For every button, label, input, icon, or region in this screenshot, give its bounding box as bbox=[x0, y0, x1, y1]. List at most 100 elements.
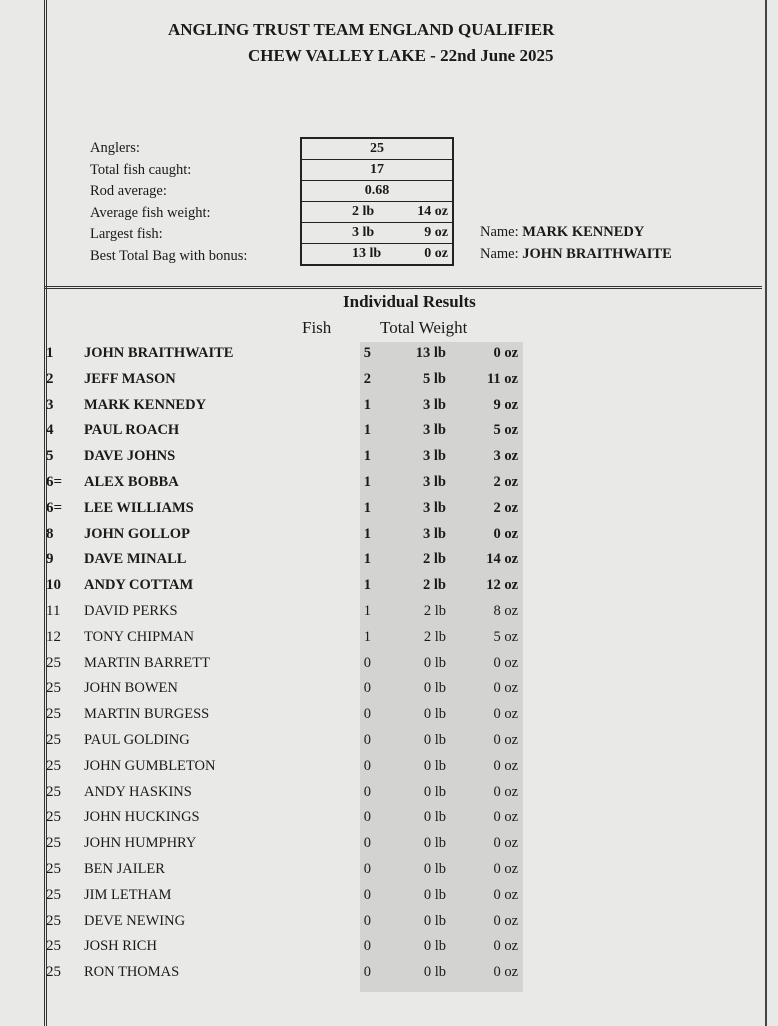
table-row: 25 MARTIN BURGESS 0 0 lb 0 oz bbox=[0, 702, 560, 728]
lb-cell: 2 lb bbox=[423, 602, 446, 619]
name-cell: ANDY HASKINS bbox=[84, 783, 192, 800]
lb-cell: 3 lb bbox=[423, 525, 446, 542]
position-cell: 25 bbox=[46, 860, 61, 877]
position-cell: 25 bbox=[46, 964, 61, 981]
position-cell: 25 bbox=[46, 757, 61, 774]
fish-cell: 0 bbox=[363, 809, 371, 826]
position-cell: 4 bbox=[46, 422, 54, 439]
lb-cell: 2 lb bbox=[423, 551, 446, 568]
lb-cell: 0 lb bbox=[423, 731, 446, 748]
fish-cell: 2 bbox=[363, 370, 371, 387]
position-cell: 6= bbox=[46, 499, 63, 516]
fish-cell: 0 bbox=[363, 706, 371, 723]
fish-cell: 1 bbox=[363, 473, 371, 490]
document-subtitle: CHEW VALLEY LAKE - 22nd June 2025 bbox=[248, 46, 554, 65]
best-bag-name: Name: JOHN BRAITHWAITE bbox=[480, 246, 672, 262]
oz-cell: 0 oz bbox=[493, 731, 518, 748]
oz-cell: 0 oz bbox=[493, 783, 518, 800]
largest-fish-name: Name: MARK KENNEDY bbox=[480, 224, 645, 240]
lb-cell: 0 lb bbox=[423, 835, 446, 852]
position-cell: 9 bbox=[46, 551, 54, 568]
lb-cell: 3 lb bbox=[423, 422, 446, 439]
position-cell: 25 bbox=[46, 654, 61, 671]
name-cell: BEN JAILER bbox=[84, 860, 165, 877]
page-frame bbox=[44, 0, 767, 1026]
position-cell: 25 bbox=[46, 835, 61, 852]
fish-cell: 1 bbox=[363, 551, 371, 568]
oz-cell: 5 oz bbox=[493, 422, 518, 439]
fish-cell: 0 bbox=[363, 938, 371, 955]
lb-cell: 0 lb bbox=[423, 809, 446, 826]
name-cell: MARTIN BURGESS bbox=[84, 706, 210, 723]
lb-cell: 0 lb bbox=[423, 886, 446, 903]
lb-cell: 0 lb bbox=[423, 706, 446, 723]
oz-cell: 9 oz bbox=[493, 396, 518, 413]
anglers-label: Anglers: bbox=[90, 140, 140, 156]
lb-cell: 2 lb bbox=[423, 628, 446, 645]
oz-cell: 0 oz bbox=[493, 345, 518, 361]
lb-cell: 2 lb bbox=[423, 577, 446, 594]
fish-cell: 0 bbox=[363, 680, 371, 697]
position-cell: 2 bbox=[46, 370, 54, 387]
table-row: 6= LEE WILLIAMS 1 3 lb 2 oz bbox=[0, 496, 560, 522]
table-row: 25 MARTIN BARRETT 0 0 lb 0 oz bbox=[0, 651, 560, 677]
name-cell: MARK KENNEDY bbox=[84, 396, 207, 413]
table-row: 5 DAVE JOHNS 1 3 lb 3 oz bbox=[0, 444, 560, 470]
fish-cell: 1 bbox=[363, 577, 371, 594]
lb-cell: 13 lb bbox=[415, 345, 446, 361]
best-bag-lb: 13 lb bbox=[352, 246, 382, 261]
position-cell: 25 bbox=[46, 912, 61, 929]
fish-cell: 0 bbox=[363, 886, 371, 903]
oz-cell: 2 oz bbox=[493, 499, 518, 516]
fish-cell: 1 bbox=[363, 396, 371, 413]
table-row: 25 JOSH RICH 0 0 lb 0 oz bbox=[0, 934, 560, 960]
oz-cell: 0 oz bbox=[493, 525, 518, 542]
name-cell: TONY CHIPMAN bbox=[84, 628, 194, 645]
position-cell: 25 bbox=[46, 886, 61, 903]
lb-cell: 0 lb bbox=[423, 912, 446, 929]
best-bag-oz: 0 oz bbox=[424, 246, 448, 261]
lb-cell: 0 lb bbox=[423, 654, 446, 671]
lb-cell: 5 lb bbox=[423, 370, 446, 387]
name-cell: JOHN BOWEN bbox=[84, 680, 178, 697]
lb-cell: 0 lb bbox=[423, 680, 446, 697]
position-cell: 1 bbox=[46, 345, 54, 361]
lb-cell: 0 lb bbox=[423, 938, 446, 955]
avg-weight-lb: 2 lb bbox=[352, 204, 375, 219]
table-row: 6= ALEX BOBBA 1 3 lb 2 oz bbox=[0, 470, 560, 496]
name-cell: DAVE JOHNS bbox=[84, 448, 176, 465]
fish-cell: 1 bbox=[363, 448, 371, 465]
table-row: 3 MARK KENNEDY 1 3 lb 9 oz bbox=[0, 393, 560, 419]
lb-cell: 3 lb bbox=[423, 499, 446, 516]
lb-cell: 3 lb bbox=[423, 473, 446, 490]
position-cell: 25 bbox=[46, 680, 61, 697]
oz-cell: 8 oz bbox=[493, 602, 518, 619]
fish-column-header: Fish bbox=[302, 318, 332, 337]
oz-cell: 0 oz bbox=[493, 938, 518, 955]
name-cell: JEFF MASON bbox=[84, 370, 176, 387]
fish-cell: 0 bbox=[363, 783, 371, 800]
name-cell: JOHN GOLLOP bbox=[84, 525, 190, 542]
lb-cell: 0 lb bbox=[423, 860, 446, 877]
table-row: 25 JOHN BOWEN 0 0 lb 0 oz bbox=[0, 676, 560, 702]
table-row: 4 PAUL ROACH 1 3 lb 5 oz bbox=[0, 418, 560, 444]
total-fish-label: Total fish caught: bbox=[90, 161, 192, 178]
name-cell: DEVE NEWING bbox=[84, 912, 186, 929]
position-cell: 5 bbox=[46, 448, 54, 465]
oz-cell: 0 oz bbox=[493, 680, 518, 697]
fish-cell: 0 bbox=[363, 757, 371, 774]
largest-oz: 9 oz bbox=[424, 225, 448, 240]
oz-cell: 2 oz bbox=[493, 473, 518, 490]
position-cell: 25 bbox=[46, 706, 61, 723]
weight-column-header: Total Weight bbox=[380, 318, 468, 337]
largest-lb: 3 lb bbox=[352, 225, 375, 240]
fish-cell: 0 bbox=[363, 964, 371, 981]
name-cell: MARTIN BARRETT bbox=[84, 654, 211, 671]
best-bag-label: Best Total Bag with bonus: bbox=[90, 247, 248, 264]
anglers-value: 25 bbox=[370, 141, 384, 156]
table-row: 25 JIM LETHAM 0 0 lb 0 oz bbox=[0, 883, 560, 909]
position-cell: 10 bbox=[46, 577, 61, 594]
fish-cell: 0 bbox=[363, 654, 371, 671]
position-cell: 25 bbox=[46, 783, 61, 800]
name-cell: RON THOMAS bbox=[84, 964, 180, 981]
